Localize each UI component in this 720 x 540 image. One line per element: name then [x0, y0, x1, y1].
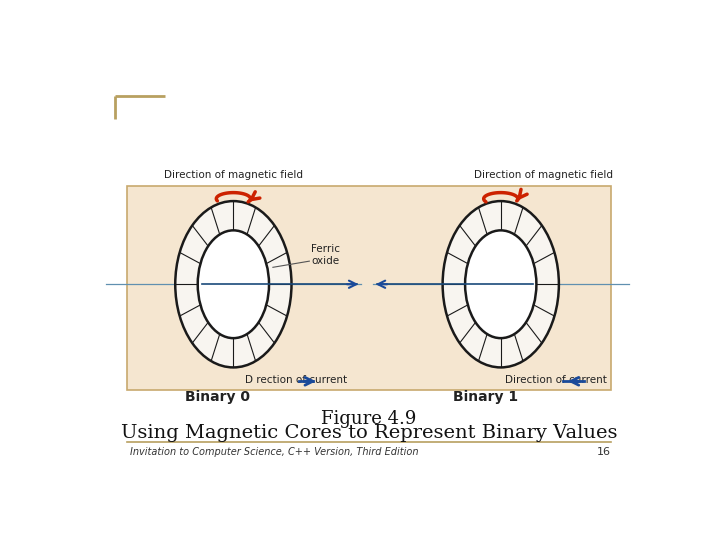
Ellipse shape — [198, 231, 269, 338]
Bar — [127, 186, 611, 390]
Text: D rection of current: D rection of current — [245, 375, 347, 384]
Ellipse shape — [443, 201, 559, 367]
Text: Binary 1: Binary 1 — [453, 390, 518, 404]
Ellipse shape — [465, 231, 536, 338]
Text: Direction of magnetic field: Direction of magnetic field — [163, 170, 302, 179]
Text: Using Magnetic Cores to Represent Binary Values: Using Magnetic Cores to Represent Binary… — [121, 424, 617, 442]
Text: Direction of magnetic field: Direction of magnetic field — [474, 170, 613, 179]
Text: Invitation to Computer Science, C++ Version, Third Edition: Invitation to Computer Science, C++ Vers… — [130, 447, 419, 457]
Text: Direction of current: Direction of current — [505, 375, 606, 384]
Text: Figure 4.9: Figure 4.9 — [321, 410, 417, 428]
Text: 16: 16 — [597, 447, 611, 457]
Text: Binary 0: Binary 0 — [185, 390, 251, 404]
Ellipse shape — [175, 201, 292, 367]
Text: Ferric
oxide: Ferric oxide — [311, 244, 340, 266]
